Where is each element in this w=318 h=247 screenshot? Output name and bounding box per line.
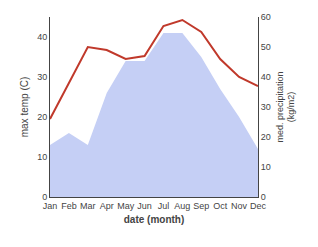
svg-text:Jul: Jul [158, 201, 170, 211]
svg-text:Apr: Apr [100, 201, 114, 211]
svg-text:0: 0 [42, 192, 47, 202]
svg-text:Feb: Feb [61, 201, 77, 211]
svg-text:50: 50 [261, 42, 271, 52]
svg-text:20: 20 [37, 112, 47, 122]
svg-text:Jan: Jan [43, 201, 58, 211]
svg-text:10: 10 [261, 162, 271, 172]
svg-text:May: May [117, 201, 135, 211]
svg-text:Oct: Oct [213, 201, 228, 211]
svg-text:Jun: Jun [137, 201, 152, 211]
svg-text:Nov: Nov [231, 201, 248, 211]
svg-text:Sep: Sep [193, 201, 209, 211]
svg-text:max temp (C): max temp (C) [19, 77, 30, 138]
svg-text:Aug: Aug [174, 201, 190, 211]
svg-text:30: 30 [261, 102, 271, 112]
svg-text:60: 60 [261, 12, 271, 22]
svg-text:40: 40 [261, 72, 271, 82]
svg-text:Dec: Dec [250, 201, 267, 211]
svg-text:0: 0 [261, 192, 266, 202]
svg-text:40: 40 [37, 32, 47, 42]
svg-text:Mar: Mar [80, 201, 96, 211]
svg-text:20: 20 [261, 132, 271, 142]
svg-text:10: 10 [37, 152, 47, 162]
svg-text:med. precipitation(kg/m2): med. precipitation(kg/m2) [275, 71, 297, 142]
svg-text:30: 30 [37, 72, 47, 82]
svg-text:date (month): date (month) [124, 214, 185, 225]
